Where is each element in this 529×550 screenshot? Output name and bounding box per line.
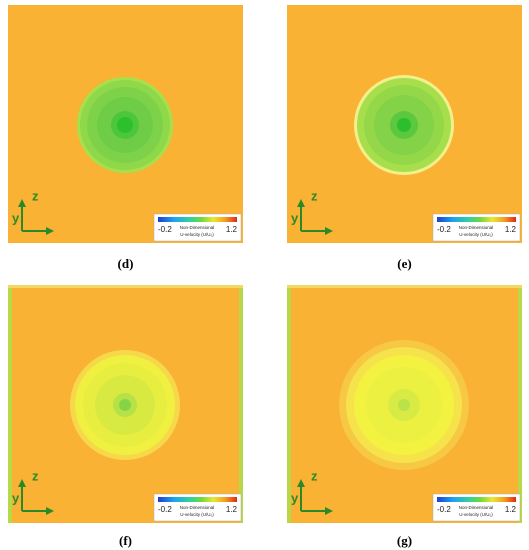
arrow-head bbox=[46, 227, 54, 235]
axis-label: y bbox=[291, 490, 299, 505]
colorbar bbox=[158, 497, 237, 502]
legend-min: -0.2 bbox=[158, 505, 172, 514]
axis-label: z bbox=[311, 188, 318, 203]
caption: (d) bbox=[118, 256, 134, 271]
contour-ring bbox=[119, 399, 131, 411]
legend-max: 1.2 bbox=[226, 225, 238, 234]
colorbar bbox=[437, 217, 516, 222]
legend-subtitle: U-velocity (U/U₀) bbox=[459, 512, 493, 517]
contour-ring bbox=[117, 117, 133, 133]
arrow-head bbox=[46, 507, 54, 515]
edge-left bbox=[8, 285, 12, 523]
legend-min: -0.2 bbox=[437, 225, 451, 234]
arrow-head bbox=[18, 199, 26, 207]
panel: zy -0.2 1.2 Non-Dimensional U-velocity (U/U₀… bbox=[8, 285, 243, 548]
legend-max: 1.2 bbox=[226, 505, 238, 514]
legend-max: 1.2 bbox=[505, 225, 517, 234]
contour-ring bbox=[397, 118, 411, 132]
axis-label: z bbox=[32, 468, 39, 483]
legend-min: -0.2 bbox=[437, 505, 451, 514]
legend-max: 1.2 bbox=[505, 505, 517, 514]
caption: (f) bbox=[119, 533, 132, 548]
edge-right bbox=[239, 285, 243, 523]
axis-label: y bbox=[12, 490, 20, 505]
edge-top bbox=[287, 285, 522, 288]
legend-title: Non-Dimensional bbox=[459, 225, 494, 230]
panel: zy -0.2 1.2 Non-Dimensional U-velocity (U/U₀… bbox=[287, 5, 522, 271]
arrow-head bbox=[297, 479, 305, 487]
axis-label: z bbox=[32, 188, 39, 203]
axis-label: z bbox=[311, 468, 318, 483]
legend-subtitle: U-velocity (U/U₀) bbox=[180, 232, 214, 237]
colorbar bbox=[437, 497, 516, 502]
arrow-head bbox=[18, 479, 26, 487]
arrow-head bbox=[297, 199, 305, 207]
axis-label: y bbox=[12, 210, 20, 225]
edge-top bbox=[8, 285, 243, 288]
legend-title: Non-Dimensional bbox=[180, 505, 215, 510]
edge-left bbox=[287, 285, 291, 523]
colorbar bbox=[158, 217, 237, 222]
legend-subtitle: U-velocity (U/U₀) bbox=[459, 232, 493, 237]
caption: (g) bbox=[397, 533, 412, 548]
legend-title: Non-Dimensional bbox=[459, 505, 494, 510]
edge-right bbox=[518, 285, 522, 523]
caption: (e) bbox=[397, 256, 411, 271]
contour-ring bbox=[398, 399, 410, 411]
axis-label: y bbox=[291, 210, 299, 225]
legend-title: Non-Dimensional bbox=[180, 225, 215, 230]
panel: zy -0.2 1.2 Non-Dimensional U-velocity (U/U₀… bbox=[287, 285, 522, 548]
legend-subtitle: U-velocity (U/U₀) bbox=[180, 512, 214, 517]
arrow-head bbox=[325, 227, 333, 235]
panel: zy -0.2 1.2 Non-Dimensional U-velocity (U/U₀… bbox=[8, 5, 243, 271]
arrow-head bbox=[325, 507, 333, 515]
legend-min: -0.2 bbox=[158, 225, 172, 234]
